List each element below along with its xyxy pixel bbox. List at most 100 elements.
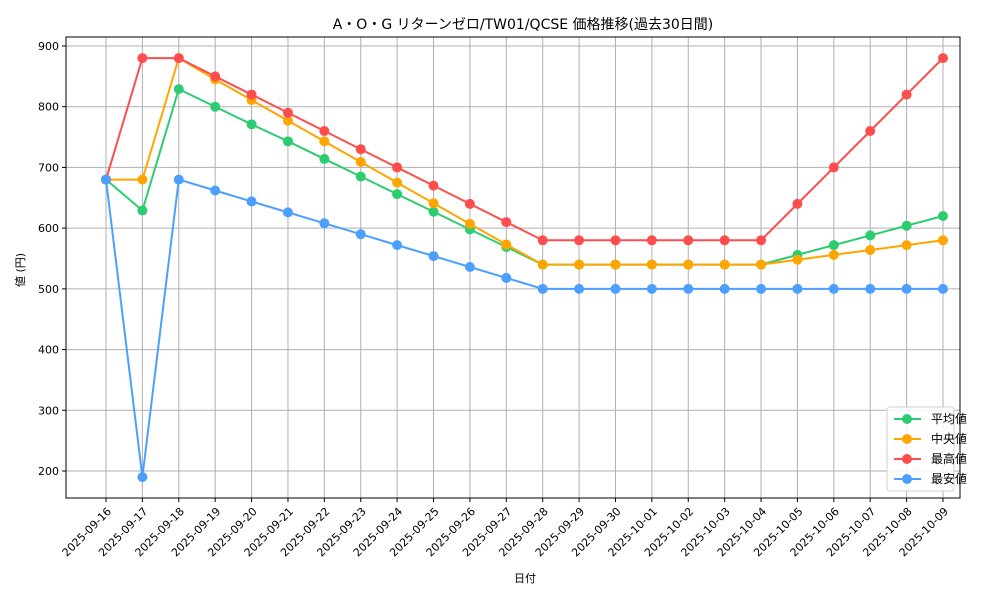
plot-area-frame	[65, 36, 961, 499]
data-point	[828, 162, 839, 173]
grid-lines	[66, 37, 960, 498]
data-point	[828, 283, 839, 294]
data-point	[901, 283, 912, 294]
data-point	[792, 254, 803, 265]
data-point	[792, 198, 803, 209]
data-point	[355, 144, 366, 155]
y-tick-label: 500	[38, 283, 59, 296]
legend-marker	[902, 474, 912, 484]
data-point	[246, 89, 257, 100]
data-point	[938, 211, 948, 221]
series-3	[101, 174, 948, 483]
series-line	[105, 57, 944, 242]
data-point	[719, 283, 730, 294]
y-tick-label: 800	[38, 101, 59, 114]
data-point	[355, 156, 366, 167]
data-point	[610, 235, 621, 246]
data-point	[865, 126, 876, 136]
data-point	[282, 107, 293, 118]
data-point	[901, 89, 912, 100]
data-point	[865, 245, 876, 255]
data-point	[392, 240, 403, 251]
data-point	[792, 283, 803, 294]
data-point	[137, 53, 148, 64]
data-point	[683, 259, 694, 270]
data-point	[501, 239, 512, 250]
series-0	[101, 84, 948, 270]
data-point	[282, 136, 293, 147]
legend-label: 中央値	[931, 431, 967, 446]
data-point	[210, 185, 221, 196]
data-point	[901, 240, 912, 251]
data-point	[392, 177, 403, 188]
data-point	[537, 235, 548, 246]
data-point	[865, 230, 876, 241]
data-point	[428, 251, 439, 262]
data-point	[828, 249, 839, 260]
data-point	[319, 218, 330, 229]
legend-marker	[902, 454, 912, 464]
y-axis-ticks: 200 300 400 500 600 700 800 900	[38, 40, 66, 478]
series-line	[105, 178, 943, 478]
data-point	[319, 153, 330, 164]
data-point	[137, 472, 148, 483]
legend-label: 最安値	[931, 471, 967, 486]
series-line	[106, 56, 944, 266]
legend-marker	[902, 434, 912, 444]
data-point	[428, 198, 439, 209]
data-point	[355, 229, 366, 240]
y-tick-label: 900	[38, 40, 59, 53]
data-point	[101, 174, 111, 185]
chart-title: A・O・G リターンゼロ/TW01/QCSE 価格推移(過去30日間)	[333, 17, 714, 33]
data-point	[428, 180, 439, 191]
data-point	[574, 235, 585, 246]
data-point	[464, 198, 475, 209]
data-point	[282, 207, 293, 218]
y-axis-label: 値 (円)	[14, 253, 27, 287]
data-point	[392, 189, 403, 200]
data-point	[137, 174, 148, 185]
x-axis-ticks: 2025-09-162025-09-172025-09-182025-09-19…	[60, 498, 951, 559]
data-point	[464, 218, 475, 229]
data-point	[246, 119, 257, 130]
data-point	[683, 235, 694, 246]
y-tick-label: 300	[38, 404, 59, 417]
data-point	[355, 171, 366, 182]
legend-box	[886, 406, 955, 492]
data-point	[938, 53, 948, 64]
y-tick-label: 400	[38, 344, 59, 357]
data-point	[501, 272, 512, 283]
legend-marker	[902, 414, 912, 424]
series-2	[101, 53, 948, 246]
data-point	[282, 115, 293, 126]
x-axis-label: 日付	[514, 572, 536, 585]
data-point	[865, 283, 876, 294]
data-point	[574, 283, 585, 294]
data-point	[173, 174, 184, 185]
data-point	[756, 259, 767, 270]
data-point	[901, 220, 912, 231]
data-point	[610, 259, 621, 270]
data-point	[719, 235, 730, 246]
legend-label: 平均値	[931, 411, 967, 426]
data-point	[210, 101, 221, 112]
data-point	[719, 259, 730, 270]
data-point	[756, 235, 767, 246]
data-point	[137, 205, 148, 216]
data-point	[828, 240, 839, 251]
data-point	[646, 235, 657, 246]
legend-label: 最高値	[931, 451, 967, 466]
series-1	[101, 53, 948, 270]
data-point	[574, 259, 585, 270]
data-point	[938, 235, 948, 246]
data-point	[756, 283, 767, 294]
data-point	[938, 283, 948, 294]
data-point	[246, 196, 257, 207]
data-point	[319, 126, 330, 136]
data-point	[173, 84, 184, 95]
data-point	[646, 259, 657, 270]
series-lines	[101, 53, 948, 483]
data-point	[210, 71, 221, 82]
